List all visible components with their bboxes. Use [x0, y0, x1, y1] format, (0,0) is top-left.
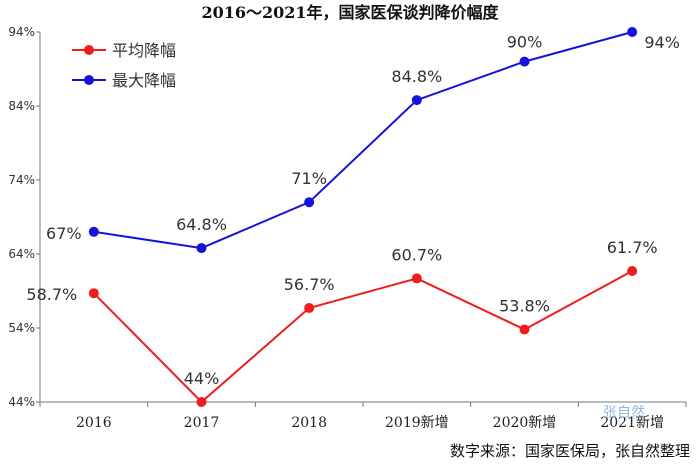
x-tick-label: 2018 — [291, 415, 327, 431]
series-layer — [88, 27, 638, 407]
watermark: 张自然 — [603, 405, 645, 421]
data-point — [411, 273, 422, 284]
x-tick-label: 2017 — [184, 415, 220, 431]
data-label: 44% — [184, 369, 220, 388]
data-point — [411, 95, 422, 106]
data-label: 56.7% — [284, 275, 335, 294]
axes-layer: 44% 54% 64% 74% 84% 94% 2016 2017 2018 2019新增 2020… — [8, 25, 687, 431]
data-label: 90% — [507, 33, 543, 52]
data-label: 71% — [291, 169, 327, 188]
data-label: 58.7% — [26, 285, 77, 304]
data-label: 61.7% — [607, 238, 658, 257]
series-line — [93, 31, 633, 250]
data-label: 67% — [46, 224, 82, 243]
y-tick-label: 64% — [8, 247, 35, 261]
data-label: 94% — [644, 33, 680, 52]
y-tick-label: 74% — [8, 173, 35, 187]
data-point — [88, 288, 99, 299]
data-label: 53.8% — [499, 296, 550, 315]
data-label: 84.8% — [391, 67, 442, 86]
y-tick-label: 54% — [8, 321, 35, 335]
legend-marker — [84, 45, 94, 55]
x-tick-label: 2016 — [76, 415, 112, 431]
x-tick-label: 2020新增 — [493, 415, 557, 431]
chart-title: 2016～2021年，国家医保谈判降价幅度 — [201, 3, 499, 22]
data-label: 60.7% — [391, 245, 442, 264]
data-label: 64.8% — [176, 215, 227, 234]
x-tick-label: 2019新增 — [385, 415, 449, 431]
data-labels-layer: 58.7% 44% 56.7% 60.7% 53.8% 61.7% 67% 64.8% 71% 8… — [26, 33, 680, 388]
y-tick-label: 84% — [8, 99, 35, 113]
source-note: 数字来源：国家医保局，张自然整理 — [449, 442, 690, 460]
y-tick-label: 44% — [8, 395, 35, 409]
data-point — [627, 27, 638, 37]
data-point — [304, 303, 315, 314]
data-point — [196, 397, 207, 407]
y-tick-label: 94% — [8, 25, 35, 39]
data-point — [88, 226, 99, 237]
data-point — [519, 324, 530, 335]
data-point — [627, 266, 638, 277]
legend-marker — [84, 75, 94, 85]
data-point — [196, 243, 207, 254]
data-point — [304, 197, 315, 208]
legend-label: 平均降幅 — [112, 41, 176, 60]
legend-label: 最大降幅 — [112, 71, 176, 90]
data-point — [519, 56, 530, 67]
x-tick-label: 2021新增 — [600, 415, 664, 431]
series-line — [93, 270, 633, 404]
